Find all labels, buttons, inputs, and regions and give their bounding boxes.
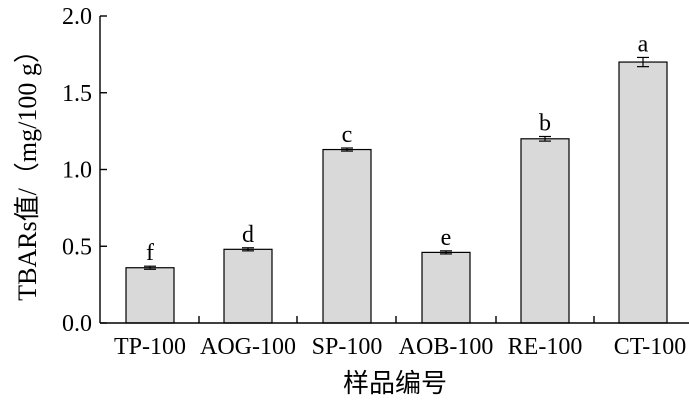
x-tick-label-SP-100: SP-100 [312, 334, 383, 360]
significance-label-TP-100: f [146, 240, 154, 266]
x-tick-label-AOG-100: AOG-100 [200, 334, 296, 360]
y-tick-label: 2.0 [62, 4, 92, 30]
plot-area: f d c e b a [125, 31, 668, 324]
y-tick-label: 0.0 [62, 311, 92, 337]
bar-SP-100 [322, 148, 372, 324]
x-tick-label-TP-100: TP-100 [114, 334, 186, 360]
significance-label-SP-100: c [342, 122, 353, 148]
y-tick-label: 1.0 [62, 158, 92, 184]
bar-CT-100 [618, 61, 668, 324]
bar-RE-100 [520, 138, 570, 324]
bar-AOG-100 [223, 248, 273, 324]
axes: 0.0 0.5 1.0 1.5 2.0 TP-100 AOG-100 SP-100 AOB-10… [62, 4, 689, 360]
y-axis-title: TBARs值/（mg/100 g） [13, 37, 42, 301]
bar-TP-100 [125, 267, 175, 324]
x-axis-title: 样品编号 [343, 369, 447, 398]
significance-label-RE-100: b [539, 110, 551, 136]
bar-AOB-100 [421, 251, 471, 324]
significance-label-CT-100: a [638, 31, 649, 57]
significance-label-AOG-100: d [242, 222, 254, 248]
x-tick-label-AOB-100: AOB-100 [399, 334, 494, 360]
x-tick-label-RE-100: RE-100 [508, 334, 583, 360]
y-tick-label: 1.5 [62, 81, 92, 107]
significance-label-AOB-100: e [441, 225, 452, 251]
y-tick-label: 0.5 [62, 234, 92, 260]
x-tick-label-CT-100: CT-100 [614, 334, 686, 360]
